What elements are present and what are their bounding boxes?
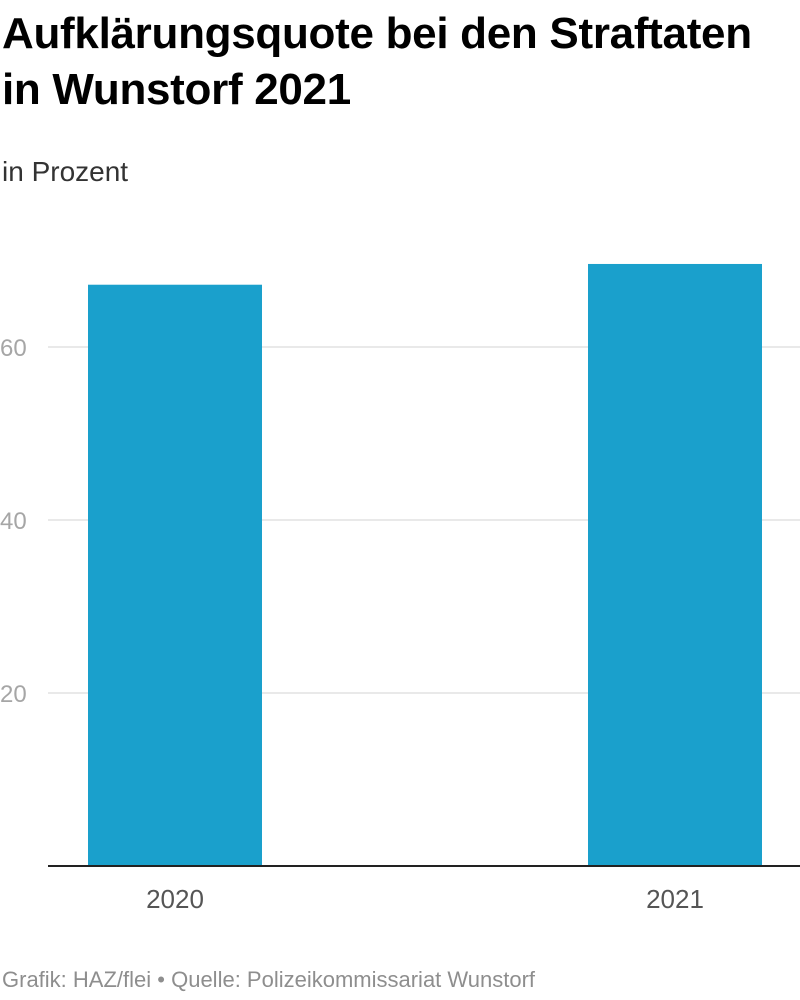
chart-subtitle: in Prozent — [2, 156, 129, 187]
credit-text: Grafik: HAZ/flei — [2, 967, 152, 992]
x-tick-label: 2021 — [646, 884, 704, 914]
y-tick-label: 60 — [0, 335, 27, 362]
chart-title: Aufklärungsquote bei den Straftaten in W… — [2, 9, 752, 114]
bar-2020 — [88, 284, 262, 867]
bars — [88, 263, 762, 867]
chart-header: Aufklärungsquote bei den Straftaten in W… — [2, 6, 792, 189]
bar-2021 — [588, 263, 762, 867]
x-tick-label: 2020 — [146, 884, 204, 914]
y-tick-label: 40 — [0, 508, 27, 535]
y-tick-label: 20 — [0, 681, 27, 708]
footer-separator: • — [157, 967, 165, 992]
chart-footer: Grafik: HAZ/flei • Quelle: Polizeikommis… — [2, 966, 535, 994]
axes: 20 40 60 2020 2021 — [0, 335, 800, 914]
source-text: Quelle: Polizeikommissariat Wunstorf — [171, 967, 536, 992]
